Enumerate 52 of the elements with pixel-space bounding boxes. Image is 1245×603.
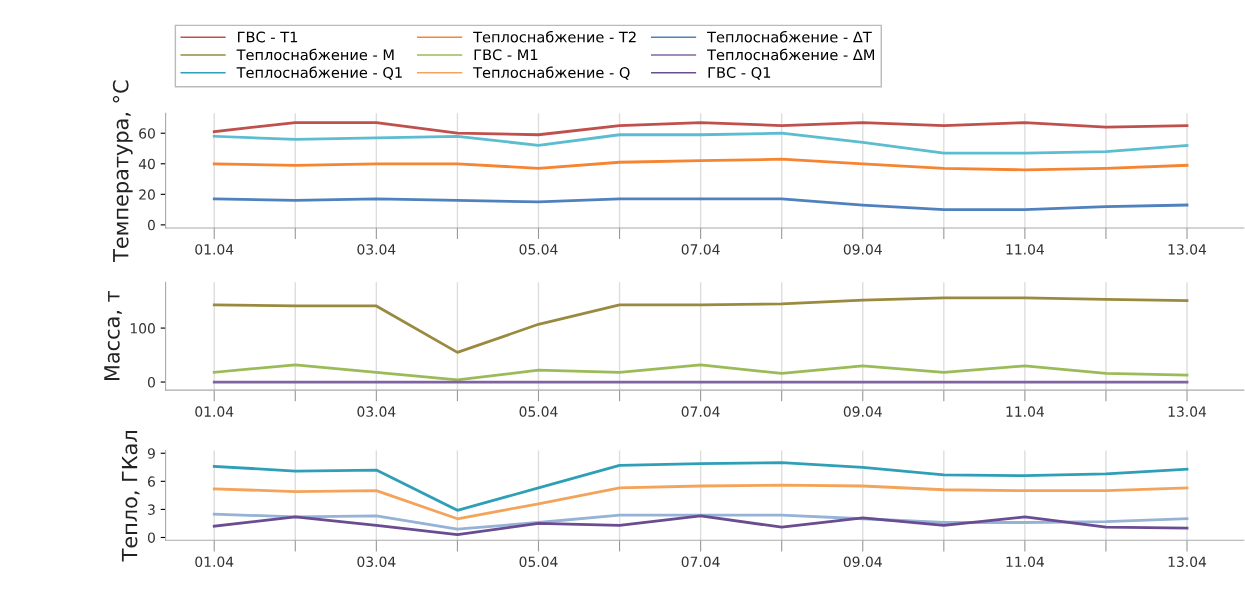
x-tick-label: 09.04: [843, 556, 882, 568]
x-tick-label: 13.04: [1168, 556, 1207, 568]
x-tick-label: 05.04: [519, 406, 558, 417]
x-tick-label: 13.04: [1168, 244, 1207, 255]
line-series: [212, 483, 1189, 521]
x-tick-label: 09.04: [843, 244, 882, 255]
y-tick-label: 0: [147, 532, 155, 543]
legend-label: Теплоснабжение - M: [236, 48, 394, 61]
y-tick-label: 0: [147, 219, 155, 231]
x-tick-label: 03.04: [357, 244, 396, 255]
x-tick-label: 05.04: [519, 244, 558, 255]
y-axis-title: Тепло, ГКал: [121, 431, 140, 562]
y-tick-label: 9: [147, 448, 155, 459]
legend-label: Теплоснабжение - ΔT: [707, 30, 872, 43]
line-series: [212, 157, 1189, 172]
x-tick-label: 13.04: [1168, 406, 1207, 417]
x-tick-label: 11.04: [1006, 244, 1044, 255]
line-series: [212, 197, 1189, 211]
x-tick-label: 03.04: [357, 556, 396, 568]
y-tick-label: 3: [148, 504, 155, 515]
legend-label: Теплоснабжение - Q: [473, 66, 630, 80]
y-axis-title: Температура, °C: [112, 80, 133, 262]
line-series: [212, 363, 1189, 382]
legend-label: ГВС - T1: [238, 31, 298, 43]
y-tick-label: 60: [139, 128, 155, 139]
legend-label: Теплоснабжение - T2: [473, 30, 636, 43]
line-series: [212, 296, 1189, 354]
x-tick-label: 03.04: [357, 406, 396, 417]
x-tick-label: 07.04: [681, 244, 720, 255]
x-tick-label: 11.04: [1006, 406, 1044, 417]
legend-label: ГВС - M1: [474, 49, 538, 61]
legend-label: ГВС - Q1: [708, 66, 771, 80]
y-tick-label: 40: [138, 158, 155, 170]
line-series: [212, 131, 1189, 155]
line-series: [212, 461, 1189, 512]
line-series: [212, 514, 1189, 537]
x-tick-label: 07.04: [681, 556, 720, 568]
y-tick-label: 6: [148, 476, 155, 487]
x-tick-label: 09.04: [843, 406, 882, 417]
x-tick-label: 01.04: [195, 556, 234, 568]
x-tick-label: 01.04: [195, 406, 234, 417]
y-tick-label: 0: [147, 377, 155, 388]
legend-label: Теплоснабжение - Q1: [236, 66, 402, 80]
x-tick-label: 07.04: [681, 406, 720, 417]
y-tick-label: 20: [139, 189, 155, 200]
y-axis-title: Масса, т: [104, 290, 122, 381]
legend-label: Теплоснабжение - ΔM: [707, 48, 874, 61]
x-tick-label: 05.04: [519, 556, 558, 568]
line-series: [212, 121, 1189, 137]
y-tick-label: 100: [130, 323, 155, 334]
x-tick-label: 11.04: [1006, 556, 1044, 568]
x-tick-label: 01.04: [195, 244, 234, 255]
